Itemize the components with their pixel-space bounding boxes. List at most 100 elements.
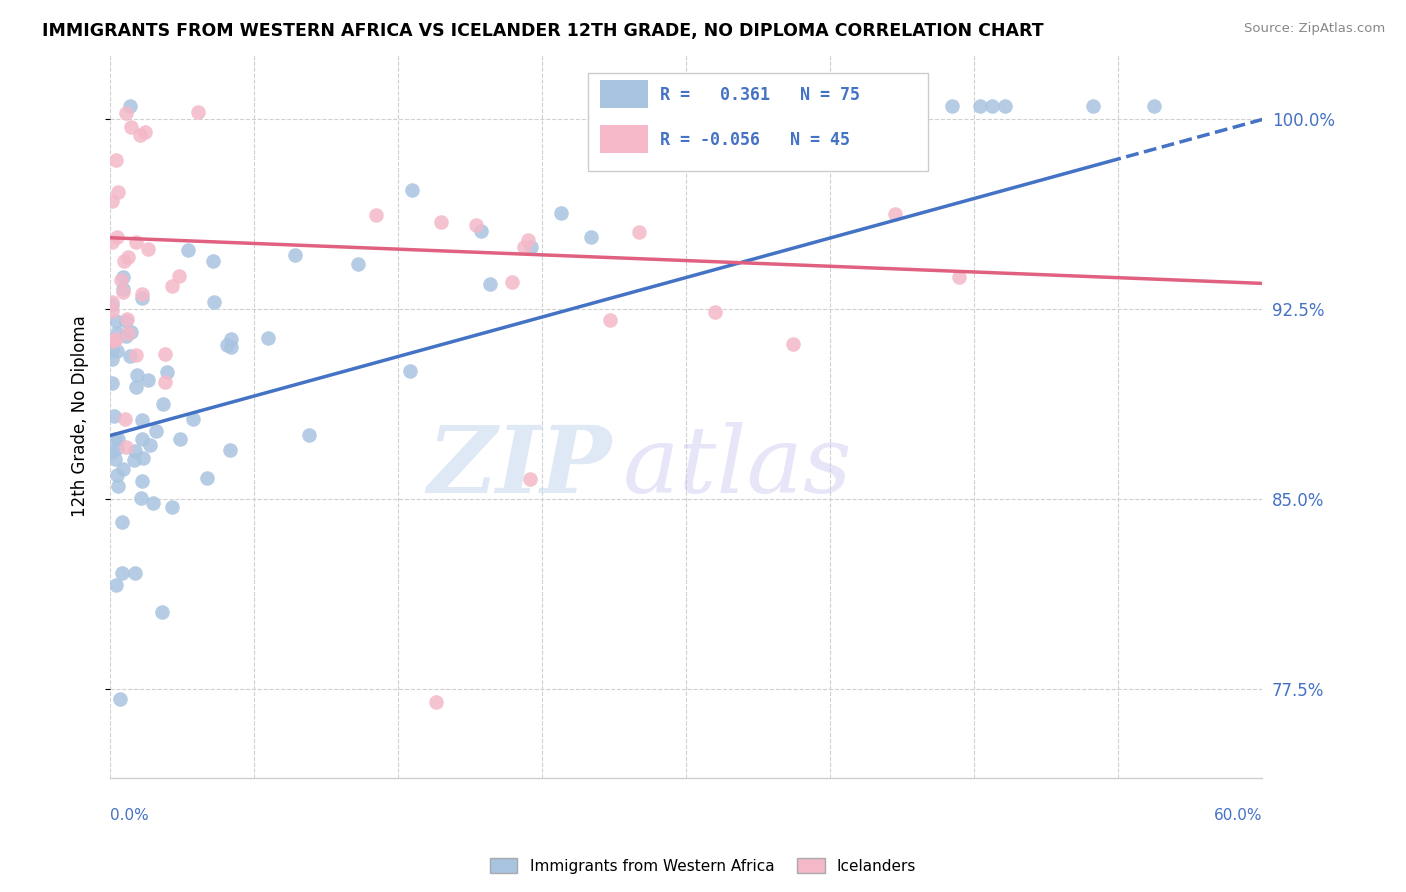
Point: [155, 376, 177, 390]
Point: [115, 441, 138, 455]
Point: [131, 475, 153, 489]
Point: [195, 471, 218, 485]
Point: [219, 443, 242, 458]
Text: Source: ZipAtlas.com: Source: ZipAtlas.com: [1244, 22, 1385, 36]
Point: [364, 208, 387, 222]
Point: [129, 491, 152, 506]
Point: [103, 409, 125, 423]
Point: [131, 432, 153, 446]
Point: [115, 106, 138, 120]
Point: [517, 233, 540, 247]
Point: [101, 298, 124, 312]
Point: [616, 155, 638, 169]
Point: [107, 478, 129, 492]
Point: [117, 326, 139, 341]
Point: [101, 376, 124, 391]
Point: [101, 194, 124, 208]
Point: [125, 380, 148, 394]
Point: [120, 349, 142, 363]
Point: [101, 343, 124, 357]
Point: [628, 225, 651, 239]
Point: [297, 427, 319, 442]
Point: [160, 279, 183, 293]
Text: IMMIGRANTS FROM WESTERN AFRICA VS ICELANDER 12TH GRADE, NO DIPLOMA CORRELATION C: IMMIGRANTS FROM WESTERN AFRICA VS ICELAN…: [42, 22, 1043, 40]
Point: [256, 331, 278, 345]
Point: [177, 243, 200, 257]
Point: [425, 695, 447, 709]
Point: [187, 105, 209, 120]
Y-axis label: 12th Grade, No Diploma: 12th Grade, No Diploma: [72, 316, 89, 517]
Point: [156, 365, 179, 379]
Point: [398, 364, 420, 378]
Point: [599, 313, 621, 327]
Point: [550, 206, 572, 220]
Text: 60.0%: 60.0%: [1213, 808, 1263, 823]
Point: [131, 286, 153, 301]
Point: [136, 373, 159, 387]
Point: [519, 472, 541, 486]
Point: [981, 99, 1004, 113]
Point: [145, 425, 167, 439]
Point: [105, 343, 128, 358]
Point: [142, 496, 165, 510]
FancyBboxPatch shape: [588, 73, 928, 170]
Point: [202, 294, 225, 309]
Point: [105, 326, 128, 340]
Point: [465, 219, 488, 233]
Point: [105, 442, 128, 456]
Point: [114, 411, 136, 425]
Point: [124, 348, 146, 362]
Point: [703, 305, 725, 319]
Point: [112, 254, 135, 268]
Point: [941, 99, 963, 113]
Point: [128, 128, 150, 142]
Point: [107, 432, 129, 446]
Point: [501, 275, 523, 289]
Point: [160, 500, 183, 514]
Point: [104, 153, 127, 167]
Point: [104, 432, 127, 446]
Point: [118, 99, 141, 113]
Point: [105, 468, 128, 483]
Point: [111, 516, 134, 530]
Point: [103, 334, 125, 348]
Point: [134, 125, 156, 139]
Point: [112, 285, 135, 299]
Point: [155, 347, 177, 361]
Point: [105, 332, 128, 346]
Point: [120, 326, 142, 340]
Point: [994, 99, 1017, 113]
Point: [884, 206, 907, 220]
Point: [111, 269, 134, 284]
Point: [125, 235, 148, 249]
Point: [513, 240, 536, 254]
Point: [219, 332, 242, 346]
Point: [101, 445, 124, 459]
Point: [124, 566, 146, 581]
Point: [105, 230, 128, 244]
Point: [104, 578, 127, 592]
Point: [879, 99, 901, 113]
Point: [219, 340, 242, 354]
Point: [139, 438, 162, 452]
Point: [122, 452, 145, 467]
Point: [430, 215, 453, 229]
Point: [167, 268, 190, 283]
Point: [103, 452, 125, 467]
Point: [152, 397, 174, 411]
Point: [107, 185, 129, 199]
Text: 0.0%: 0.0%: [110, 808, 149, 823]
Point: [111, 282, 134, 296]
Point: [101, 304, 124, 318]
Text: atlas: atlas: [623, 422, 852, 512]
Point: [127, 368, 149, 382]
Point: [948, 269, 970, 284]
Point: [215, 338, 238, 352]
Point: [520, 240, 543, 254]
Point: [117, 250, 139, 264]
Point: [120, 120, 142, 134]
Point: [1081, 99, 1104, 113]
Text: ZIP: ZIP: [427, 422, 612, 512]
FancyBboxPatch shape: [599, 80, 648, 108]
Point: [579, 229, 602, 244]
